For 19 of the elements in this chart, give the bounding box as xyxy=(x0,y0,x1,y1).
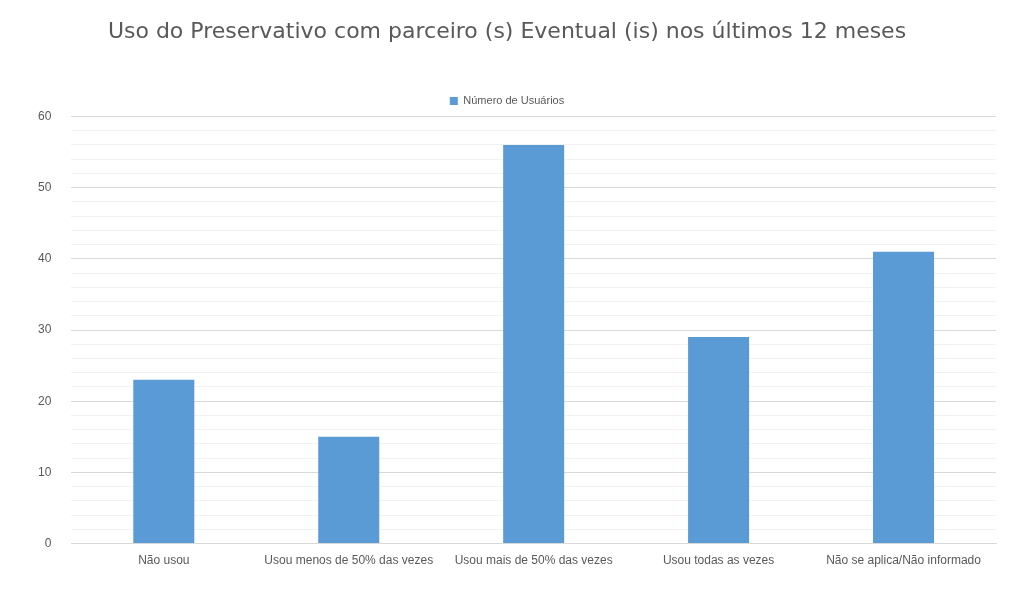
y-tick-label: 0 xyxy=(44,535,52,550)
y-tick-label: 10 xyxy=(37,464,52,479)
y-tick-label: 20 xyxy=(37,393,52,408)
bar xyxy=(503,144,565,544)
chart-title: Uso do Preservativo com parceiro (s) Eventual (is) nos últimos 12 meses xyxy=(107,17,907,43)
legend-label: Número de Usuários xyxy=(463,93,565,106)
x-tick-label: Não usou xyxy=(138,553,190,568)
x-tick-label: Usou todas as vezes xyxy=(662,553,775,568)
y-tick-label: 60 xyxy=(37,108,52,123)
y-tick-label: 50 xyxy=(37,179,52,194)
y-tick-label: 40 xyxy=(37,251,52,266)
x-tick-label: Usou menos de 50% das vezes xyxy=(264,553,434,568)
x-tick-label: Não se aplica/Não informado xyxy=(826,553,982,568)
bar xyxy=(318,436,380,544)
bar xyxy=(688,337,750,544)
y-tick-label: 30 xyxy=(37,322,52,337)
bar xyxy=(873,251,935,544)
x-tick-label: Usou mais de 50% das vezes xyxy=(454,553,613,568)
bar xyxy=(133,379,195,544)
